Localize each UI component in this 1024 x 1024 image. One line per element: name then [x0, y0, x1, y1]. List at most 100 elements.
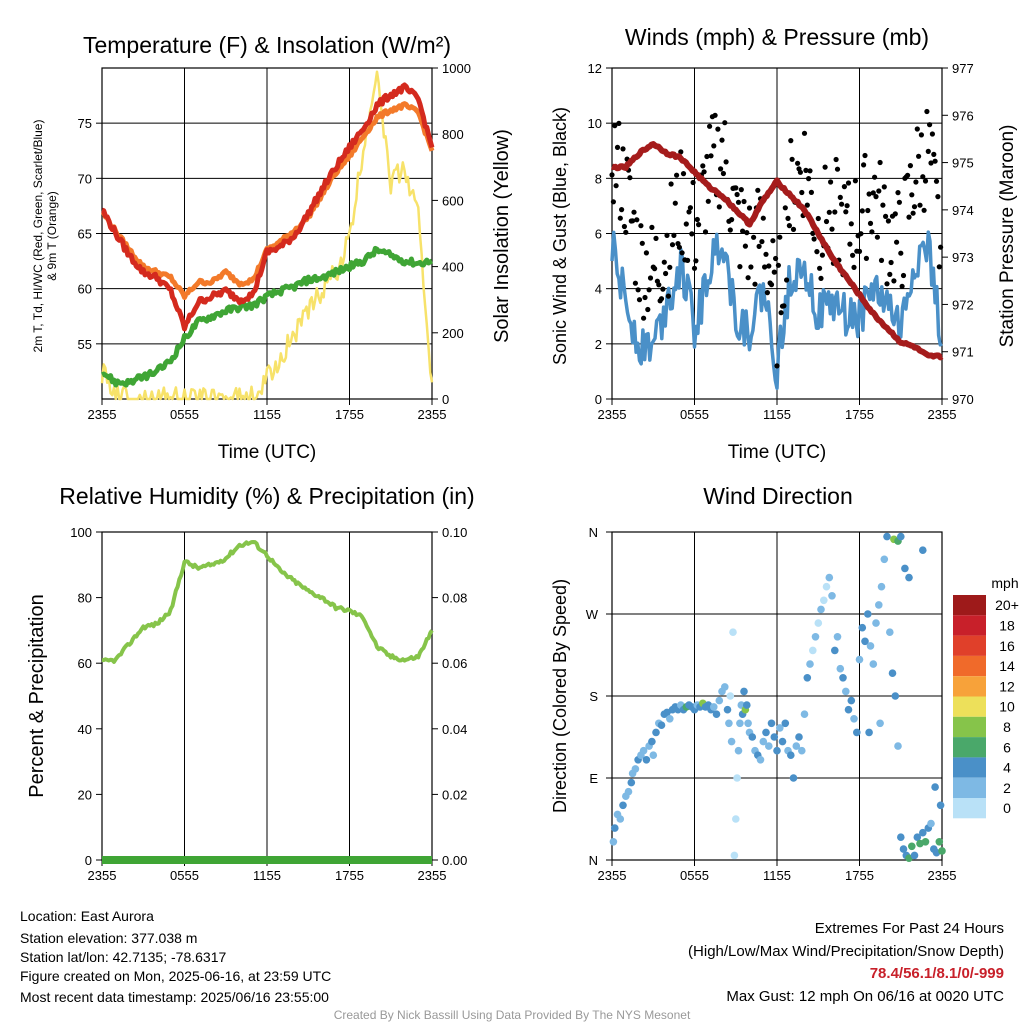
gust-point — [733, 185, 739, 191]
direction-point — [792, 742, 801, 750]
gust-point — [610, 199, 617, 205]
gust-point — [924, 108, 930, 115]
winds-ytick-label: 8 — [595, 171, 602, 186]
gust-point — [770, 238, 776, 244]
direction-point — [836, 664, 845, 673]
gust-point — [685, 257, 691, 263]
direction-point — [817, 605, 825, 614]
temperature-title: Temperature (F) & Insolation (W/m²) — [83, 32, 451, 58]
temperature-panel: Temperature (F) & Insolation (W/m²) Time… — [31, 32, 513, 463]
gust-point — [918, 132, 925, 138]
direction-point — [864, 610, 872, 618]
direction-point — [648, 737, 656, 746]
gust-point — [917, 202, 923, 208]
gust-point — [878, 257, 885, 263]
gust-point — [630, 218, 636, 224]
gust-point — [898, 250, 904, 256]
winds-ytick-label: 10 — [588, 116, 602, 131]
gust-point — [865, 207, 871, 214]
gust-point — [861, 162, 867, 168]
direction-point — [734, 746, 743, 755]
gust-point — [635, 287, 641, 293]
gust-point — [646, 287, 652, 293]
winds-ytick-label: 12 — [588, 61, 602, 76]
colorbar-swatch — [953, 696, 986, 717]
gust-point — [729, 217, 735, 223]
gust-point — [885, 218, 892, 224]
gust-point — [900, 272, 907, 279]
gust-point — [642, 294, 648, 301]
direction-point — [850, 715, 858, 723]
gust-point — [674, 172, 680, 178]
direction-point — [616, 815, 625, 823]
direction-point — [858, 623, 867, 632]
gust-point — [829, 226, 835, 232]
temperature-xtick-label: 2355 — [88, 407, 117, 422]
direction-point — [919, 828, 927, 837]
gust-point — [766, 263, 772, 269]
winds-y2tick-label: 975 — [952, 156, 974, 171]
direction-point — [609, 838, 618, 846]
gust-point — [848, 221, 854, 227]
gust-point — [833, 156, 839, 163]
wind-direction-title: Wind Direction — [703, 483, 853, 509]
direction-point — [710, 703, 718, 711]
gust-point — [847, 241, 853, 247]
colorbar-label: 10 — [999, 699, 1015, 715]
gust-point — [888, 259, 894, 266]
gust-point — [795, 160, 801, 166]
gust-point — [762, 264, 768, 270]
gust-point — [609, 172, 615, 178]
gust-point — [785, 215, 791, 221]
gust-point — [808, 189, 815, 195]
direction-point — [736, 719, 744, 728]
humidity-xtick-label: 1755 — [335, 868, 364, 883]
direction-point — [831, 646, 839, 655]
gust-point — [789, 156, 795, 162]
gust-point — [691, 265, 698, 271]
direction-point — [642, 756, 651, 764]
gust-point — [828, 179, 834, 185]
gust-point — [819, 252, 826, 258]
gust-point — [804, 202, 810, 208]
temperature-ytick-label: 70 — [78, 171, 92, 186]
gust-point — [641, 315, 647, 321]
gust-point — [745, 275, 751, 281]
direction-point — [938, 847, 946, 855]
winds-panel: Winds (mph) & Pressure (mb) Time (UTC) S… — [550, 24, 1018, 463]
colorbar-swatch — [953, 595, 986, 616]
gust-point — [896, 199, 903, 205]
gust-point — [921, 207, 927, 213]
temperature-ytick-label: 55 — [78, 337, 92, 352]
winds-ytick-label: 6 — [595, 227, 602, 242]
direction-point — [762, 728, 770, 737]
gust-point — [719, 137, 725, 143]
direction-point — [725, 719, 733, 728]
direction-point — [872, 619, 880, 627]
gust-point — [799, 189, 805, 196]
gust-point — [869, 229, 875, 235]
wind-direction-xtick-label: 2355 — [928, 868, 957, 883]
winds-y2tick-label: 976 — [952, 108, 974, 123]
gust-point — [738, 187, 744, 193]
humidity-xtick-label: 2355 — [88, 868, 117, 883]
colorbar-label: 16 — [999, 638, 1015, 654]
gust-point — [911, 204, 918, 210]
gust-point — [693, 258, 699, 264]
extremes-values: 78.4/56.1/8.1/0/-999 — [869, 965, 1004, 982]
direction-point — [759, 737, 768, 746]
gust-point — [788, 138, 794, 144]
gust-point — [786, 223, 793, 229]
colorbar-swatch — [953, 676, 986, 697]
winds-ylabel: Sonic Wind & Gust (Blue, Black) — [550, 107, 570, 365]
gust-point — [658, 296, 665, 302]
winds-xtick-label: 2355 — [598, 407, 627, 422]
direction-point — [883, 532, 891, 541]
gust-point — [774, 363, 780, 369]
direction-point — [765, 742, 773, 750]
gust-point — [801, 130, 808, 136]
gust-point — [844, 203, 850, 209]
temperature-series-2m-t — [101, 82, 435, 332]
direction-point — [880, 555, 889, 564]
gust-point — [620, 146, 626, 152]
